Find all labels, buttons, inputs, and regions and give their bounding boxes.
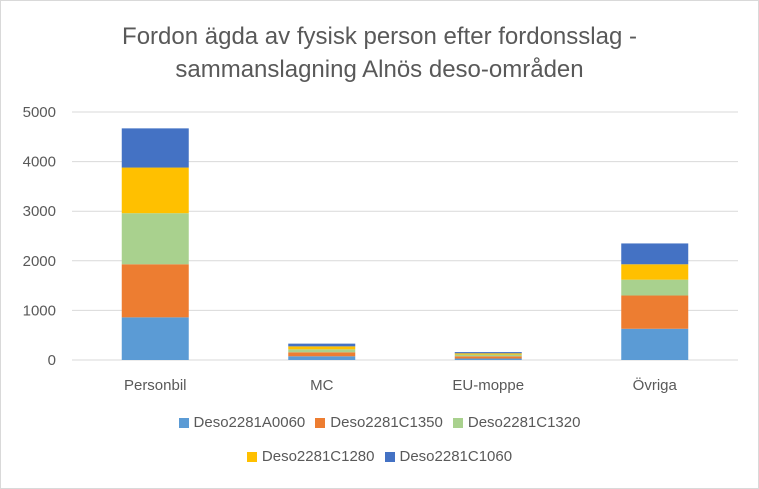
legend-item: Deso2281A0060 bbox=[178, 414, 306, 431]
legend-swatch bbox=[246, 451, 257, 462]
bar-segment bbox=[288, 352, 356, 357]
legend-label: Deso2281C1320 bbox=[467, 414, 581, 431]
legend-swatch bbox=[178, 417, 189, 428]
legend-label: Deso2281C1060 bbox=[399, 448, 513, 465]
bar-segment bbox=[621, 243, 689, 265]
bar-segment bbox=[288, 343, 356, 347]
y-tick-label: 3000 bbox=[23, 203, 56, 220]
legend-item: Deso2281C1350 bbox=[315, 414, 443, 431]
bar-segment bbox=[121, 264, 189, 318]
chart-title-line-1: Fordon ägda av fysisk person efter fordo… bbox=[122, 23, 637, 50]
x-tick-label: Övriga bbox=[633, 376, 678, 394]
bar-segment bbox=[621, 295, 689, 329]
bar-segment bbox=[454, 352, 522, 354]
legend-swatch bbox=[384, 451, 395, 462]
y-tick-label: 5000 bbox=[23, 104, 56, 121]
bar-segment bbox=[454, 356, 522, 359]
legend-label: Deso2281A0060 bbox=[193, 414, 306, 431]
y-tick-label: 2000 bbox=[23, 253, 56, 270]
bar-segment bbox=[121, 317, 189, 360]
legend-row-1: Deso2281A0060 Deso2281C1350 Deso2281C132… bbox=[0, 414, 759, 431]
x-tick-label: MC bbox=[310, 377, 333, 394]
bar-segment bbox=[454, 358, 522, 360]
bar-segment bbox=[288, 346, 356, 350]
legend-swatch bbox=[315, 417, 326, 428]
legend-item: Deso2281C1060 bbox=[384, 448, 513, 465]
y-tick-label: 1000 bbox=[23, 302, 56, 319]
legend-row-2: Deso2281C1280 Deso2281C1060 bbox=[0, 448, 759, 465]
bar-segment bbox=[454, 353, 522, 355]
legend: Deso2281A0060 Deso2281C1350 Deso2281C132… bbox=[0, 414, 759, 482]
bar-segment bbox=[288, 356, 356, 360]
x-tick-label: EU-moppe bbox=[452, 377, 524, 394]
bar-segment bbox=[621, 279, 689, 296]
legend-label: Deso2281C1350 bbox=[330, 414, 443, 431]
x-tick-label: Personbil bbox=[124, 377, 187, 394]
bar-segment bbox=[454, 354, 522, 357]
legend-item: Deso2281C1320 bbox=[452, 414, 581, 431]
legend-swatch bbox=[452, 417, 463, 428]
legend-label: Deso2281C1280 bbox=[261, 448, 375, 465]
bar-segment bbox=[121, 167, 189, 214]
y-tick-label: 0 bbox=[48, 352, 56, 369]
bar-segment bbox=[121, 213, 189, 265]
bar-segment bbox=[121, 128, 189, 168]
y-tick-label: 4000 bbox=[23, 154, 56, 171]
legend-item: Deso2281C1280 bbox=[246, 448, 375, 465]
chart-title-line-2: sammanslagning Alnös deso-områden bbox=[175, 56, 584, 83]
bar-segment bbox=[621, 328, 689, 360]
bar-segment bbox=[621, 264, 689, 280]
chart-title: Fordon ägda av fysisk person efter fordo… bbox=[0, 20, 759, 86]
bar-segment bbox=[288, 349, 356, 353]
